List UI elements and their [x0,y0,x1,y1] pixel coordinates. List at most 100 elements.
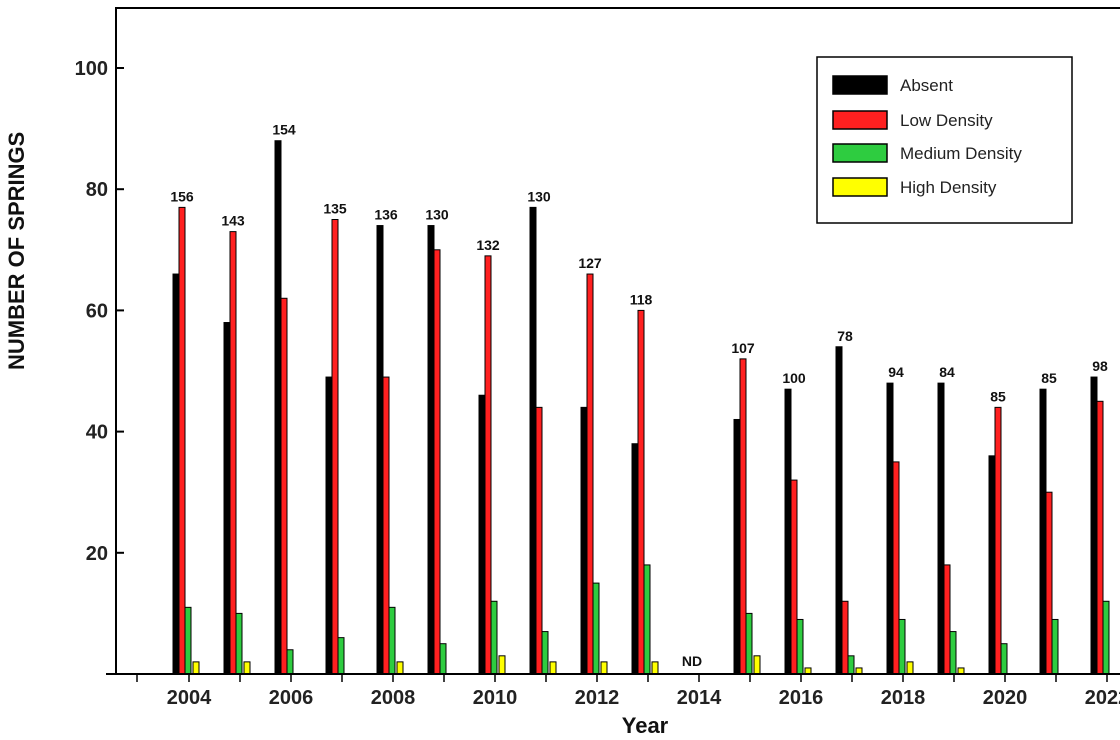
bar-high-density [192,661,200,675]
bar-medium-density [388,606,396,675]
x-tick-label: 2006 [269,687,314,709]
bar-low-density [1045,491,1053,675]
bar-absent [325,376,333,675]
bar-low-density [484,255,492,675]
bar-high-density [600,661,608,675]
bar-absent [376,225,384,675]
bar-absent [886,382,894,675]
bar-low-density [994,406,1002,675]
bar-medium-density [235,612,243,675]
bar-low-density [280,297,288,675]
x-tick-label: 2022 [1085,687,1120,709]
bar-medium-density [1000,643,1008,675]
bar-medium-density [745,612,753,675]
bar-medium-density [184,606,192,675]
bar-absent [172,273,180,675]
total-label: 78 [837,328,853,344]
totals-group: 156 143 154 135 136 130 132 130 127 118 ND 107 100 78… [170,122,1108,669]
bar-absent [1090,376,1098,675]
total-label: 94 [888,364,904,380]
legend-label: Medium Density [900,144,1022,163]
bar-low-density [943,564,951,675]
y-tick-label: 60 [86,300,108,322]
bar-high-density [243,661,251,675]
y-tick-label: 40 [86,422,108,444]
bar-absent [631,443,639,675]
bar-medium-density [1102,600,1110,675]
bar-low-density [790,479,798,675]
bar-absent [529,206,537,675]
bar-medium-density [490,600,498,675]
bar-low-density [433,249,441,675]
bar-low-density [841,600,849,675]
total-label: 127 [578,255,602,271]
legend-label: High Density [900,178,997,197]
y-tick-label: 80 [86,179,108,201]
bar-medium-density [592,582,600,675]
bar-absent [1039,388,1047,675]
total-label: 84 [939,364,955,380]
bar-medium-density [286,649,294,675]
bar-absent [223,322,231,675]
legend-swatch [832,143,888,163]
y-axis: 20 40 60 80 100 [75,58,124,565]
x-tick-label: 2012 [575,687,620,709]
bar-high-density [396,661,404,675]
x-tick-label: 2018 [881,687,926,709]
bar-absent [274,140,282,675]
legend-label: Low Density [900,111,993,130]
bar-absent [835,346,843,675]
bar-absent [937,382,945,675]
x-tick-label: 2014 [677,687,722,709]
bar-high-density [498,655,506,675]
total-label: 85 [990,388,1006,404]
bar-low-density [892,461,900,675]
bar-low-density [178,206,186,675]
legend-label: Absent [900,76,953,95]
bars-group [172,140,1110,675]
x-tick-label: 2020 [983,687,1028,709]
bar-medium-density [898,618,906,675]
legend-swatch [832,177,888,197]
total-label: 132 [476,237,500,253]
total-label: 130 [527,188,551,204]
total-label: 98 [1092,358,1108,374]
total-label: 118 [630,291,653,307]
x-axis-title: Year [622,713,669,738]
x-tick-label: 2010 [473,687,518,709]
total-label: 135 [323,201,347,217]
total-label: 143 [221,213,245,229]
bar-low-density [1096,400,1104,675]
bar-medium-density [439,643,447,675]
total-label: 130 [425,207,449,223]
bar-absent [733,418,741,675]
bar-absent [988,455,996,675]
bar-low-density [331,219,339,675]
bar-absent [580,406,588,675]
bar-high-density [549,661,557,675]
total-label: 156 [170,188,194,204]
y-tick-label: 100 [75,58,108,80]
bar-medium-density [541,631,549,675]
legend: Absent Low Density Medium Density High Dens… [816,56,1073,224]
bar-low-density [637,309,645,675]
bar-medium-density [949,631,957,675]
bar-high-density [753,655,761,675]
bar-medium-density [1051,618,1059,675]
x-tick-label: 2008 [371,687,416,709]
total-label: ND [682,653,702,669]
bar-absent [478,394,486,675]
bar-low-density [739,358,747,675]
total-label: 85 [1041,370,1057,386]
bar-medium-density [337,637,345,675]
total-label: 136 [374,207,398,223]
bar-absent [427,225,435,675]
total-label: 100 [782,370,806,386]
bar-medium-density [796,618,804,675]
bar-absent [784,388,792,675]
legend-swatch [832,75,888,95]
total-label: 107 [731,340,755,356]
bar-medium-density [847,655,855,675]
bar-low-density [586,273,594,675]
